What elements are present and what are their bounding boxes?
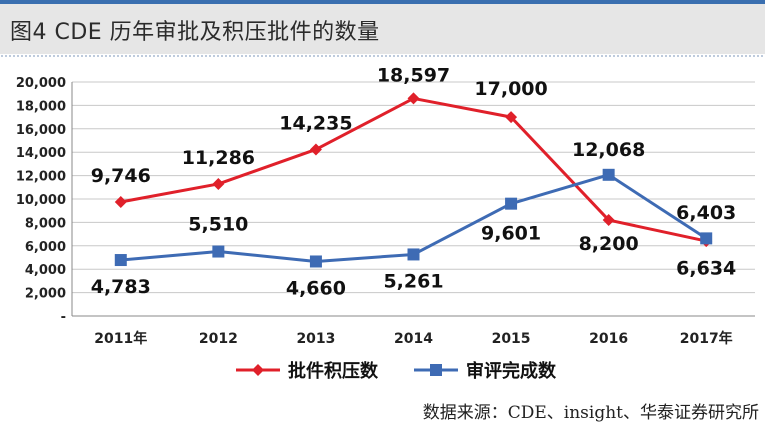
- data-point-backlog: [309, 143, 322, 156]
- y-tick-label: 6,000: [25, 240, 66, 255]
- x-tick-label: 2015: [492, 331, 531, 347]
- data-label-backlog: 9,746: [91, 165, 151, 187]
- x-tick-label: 2014: [394, 331, 433, 347]
- data-label-completed: 5,261: [383, 270, 443, 292]
- data-label-completed: 6,634: [676, 257, 736, 279]
- legend-marker-square: [430, 364, 442, 376]
- top-rule: [0, 0, 765, 4]
- data-label-completed: 4,660: [286, 277, 346, 299]
- y-tick-label: 16,000: [16, 123, 66, 138]
- data-point-backlog: [407, 92, 420, 105]
- y-tick-label: 20,000: [16, 76, 66, 91]
- data-point-completed: [309, 255, 322, 268]
- data-label-completed: 4,783: [91, 276, 151, 298]
- data-label-backlog: 14,235: [279, 112, 352, 134]
- data-label-backlog: 6,403: [676, 202, 736, 224]
- data-label-completed: 5,510: [188, 214, 248, 236]
- y-tick-label: 8,000: [25, 216, 66, 231]
- data-point-completed: [505, 197, 518, 210]
- y-tick-label: 10,000: [16, 193, 66, 208]
- figure-title: 图4 CDE 历年审批及积压批件的数量: [10, 20, 380, 45]
- legend-label: 审评完成数: [466, 360, 557, 382]
- y-tick-label: 14,000: [16, 146, 66, 161]
- x-tick-label: 2012: [199, 331, 238, 347]
- data-point-completed: [407, 248, 420, 261]
- y-tick-label: 12,000: [16, 170, 66, 185]
- data-point-completed: [212, 245, 225, 258]
- legend-marker-diamond: [252, 364, 264, 376]
- data-point-completed: [114, 254, 127, 267]
- x-tick-label: 2013: [296, 331, 335, 347]
- title-band: 图4 CDE 历年审批及积压批件的数量: [0, 4, 765, 54]
- line-chart: - 2,000 4,000 6,000 8,000 10,000 12,000 14,000 1…: [16, 64, 755, 382]
- data-point-backlog: [505, 111, 518, 124]
- data-label-backlog: 8,200: [579, 233, 639, 255]
- data-label-backlog: 17,000: [474, 78, 547, 100]
- y-tick-label: -: [61, 310, 66, 325]
- data-label-backlog: 18,597: [377, 64, 450, 86]
- x-tick-label: 2017年: [680, 330, 733, 347]
- data-point-completed: [700, 232, 713, 245]
- y-tick-label: 2,000: [25, 287, 66, 302]
- y-tick-label: 18,000: [16, 99, 66, 114]
- data-label-completed: 12,068: [572, 139, 645, 161]
- data-point-completed: [602, 168, 615, 181]
- legend-label: 批件积压数: [288, 360, 379, 382]
- data-label-backlog: 11,286: [182, 147, 255, 169]
- source-note: 数据来源：CDE、insight、华泰证券研究所: [422, 403, 759, 423]
- x-tick-label: 2016: [589, 331, 628, 347]
- dotted-divider: [0, 54, 765, 58]
- x-tick-label: 2011年: [94, 330, 147, 347]
- data-point-backlog: [602, 214, 615, 227]
- data-point-backlog: [114, 195, 127, 208]
- data-label-completed: 9,601: [481, 223, 541, 245]
- y-tick-label: 4,000: [25, 263, 66, 278]
- data-point-backlog: [212, 177, 225, 190]
